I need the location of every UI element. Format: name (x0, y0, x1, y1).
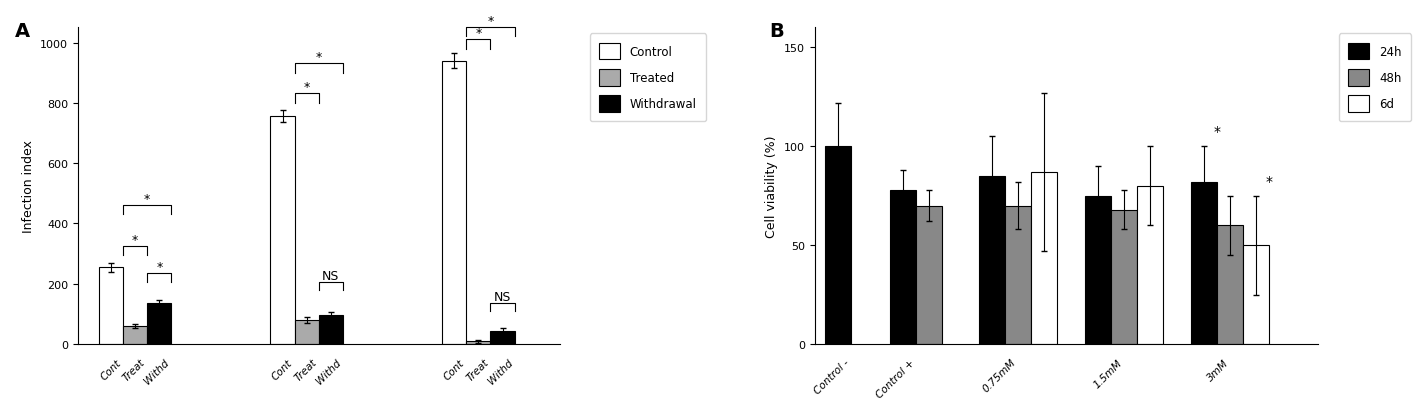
Bar (1217, 226, 1244, 344)
Text: A: A (16, 22, 30, 41)
Text: Treat: Treat (465, 357, 490, 383)
Text: *: * (303, 81, 310, 94)
Text: Withd: Withd (315, 357, 343, 386)
Text: Control -: Control - (812, 357, 852, 396)
Text: Cont: Cont (99, 357, 123, 381)
Text: Withd: Withd (143, 357, 171, 386)
Bar (147, 304, 171, 344)
Text: Treat: Treat (122, 357, 147, 383)
Text: NS: NS (495, 290, 512, 303)
Bar (442, 62, 466, 344)
Text: *: * (1265, 174, 1272, 188)
Bar (979, 177, 1005, 344)
Text: 0.75mM: 0.75mM (981, 357, 1017, 394)
Text: Control +: Control + (874, 357, 917, 399)
Bar (1192, 182, 1217, 344)
Bar (466, 341, 490, 344)
Text: *: * (145, 192, 150, 205)
Y-axis label: Infection index: Infection index (21, 140, 34, 232)
Text: NS: NS (322, 269, 340, 282)
Text: *: * (156, 260, 163, 273)
Text: Cont: Cont (442, 357, 466, 381)
Text: Cont: Cont (271, 357, 295, 381)
Text: 1.5mM: 1.5mM (1093, 357, 1124, 389)
Text: 3mM: 3mM (1204, 357, 1230, 382)
Bar (99, 268, 123, 344)
Legend: Control, Treated, Withdrawal: Control, Treated, Withdrawal (589, 34, 706, 122)
Bar (890, 190, 917, 344)
Text: Withd: Withd (486, 357, 514, 386)
Bar (271, 117, 295, 344)
Text: *: * (487, 15, 493, 28)
Bar (1030, 173, 1057, 344)
Bar (490, 331, 514, 344)
Text: *: * (1214, 125, 1221, 139)
Text: *: * (475, 27, 482, 40)
Bar (295, 320, 319, 344)
Text: B: B (769, 22, 784, 41)
Bar (825, 147, 852, 344)
Bar (1244, 245, 1270, 344)
Bar (319, 315, 343, 344)
Text: Treat: Treat (293, 357, 319, 383)
Bar (1085, 196, 1111, 344)
Text: *: * (132, 233, 139, 246)
Y-axis label: Cell viability (%): Cell viability (%) (765, 135, 778, 237)
Bar (1136, 186, 1163, 344)
Bar (1005, 206, 1030, 344)
Bar (917, 206, 942, 344)
Text: *: * (316, 51, 322, 64)
Bar (123, 326, 147, 344)
Bar (1111, 210, 1136, 344)
Legend: 24h, 48h, 6d: 24h, 48h, 6d (1339, 34, 1411, 122)
